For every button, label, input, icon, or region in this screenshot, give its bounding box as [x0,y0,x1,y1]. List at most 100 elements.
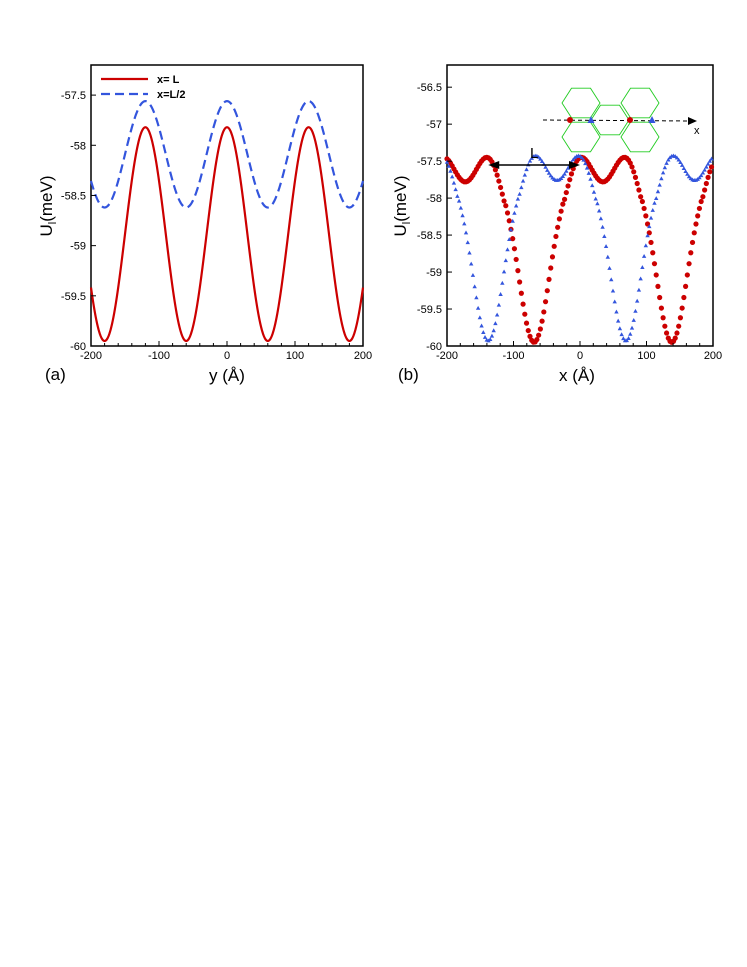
point-red [658,305,665,311]
point-blue [615,318,621,323]
y-axis-label-sub-a: l [47,222,59,224]
point-blue [545,167,550,172]
x-tick-label-a: 200 [354,350,372,362]
x-tick-label-a: -100 [148,350,170,362]
x-tick-label-b: -100 [502,350,524,362]
point-red [568,171,575,177]
point-blue [538,156,543,161]
point-blue [704,164,709,169]
point-blue [460,213,465,218]
point-blue [548,173,553,178]
point-red [696,205,703,212]
point-blue [458,205,464,210]
point-red [677,315,684,321]
point-blue [666,157,671,162]
point-red [663,330,670,336]
point-blue [546,170,552,175]
point-red [503,203,509,209]
point-blue [508,227,514,232]
point-red [551,243,557,249]
point-blue [543,164,548,169]
point-blue [474,295,479,300]
point-red [504,210,511,216]
point-red [534,336,540,343]
point-blue [560,174,566,179]
point-red [627,160,633,166]
period-label: L [530,145,538,162]
point-red [683,283,689,289]
point-blue [488,337,493,342]
ticks-a: -200 -100 0 100 200 -57.5 -58 -58.5 -59 -59.5 -60 [61,90,372,362]
point-blue [482,334,488,339]
honeycomb-cell [561,121,601,153]
panel-label-b: (b) [398,365,419,384]
y-tick-label-b: -56.5 [417,82,442,94]
point-blue [500,280,505,285]
point-red [496,178,502,184]
point-blue [626,336,631,340]
point-blue [507,237,512,242]
point-blue [614,309,619,314]
legend-label-a-0: x= L [157,74,180,86]
series-line-a-1 [89,100,365,209]
point-blue [641,253,647,258]
point-blue [470,272,476,277]
point-blue [469,261,474,266]
point-red [700,194,706,200]
y-axis-label-b: Ul(meV) [391,175,413,236]
point-red [646,230,652,236]
point-red [698,198,704,205]
point-blue [489,333,495,338]
point-blue [697,175,702,180]
point-blue [603,244,609,249]
point-red [650,250,656,256]
point-blue [595,201,600,206]
point-red [641,205,647,212]
point-blue [586,170,591,175]
point-blue [494,312,500,317]
y-tick-label-b: -59.5 [417,304,442,316]
point-red [707,169,713,175]
point-blue [686,174,692,179]
point-red [684,272,690,278]
point-blue [527,158,533,163]
point-red [555,224,561,230]
point-red [679,305,685,311]
x-tick-label-b: 0 [577,350,583,362]
x-tick-label-a: 100 [286,350,304,362]
inset-blue-site [648,116,656,123]
point-blue [448,168,453,173]
point-blue [512,210,517,215]
point-blue [571,157,576,162]
point-blue [705,161,711,166]
point-blue [515,196,521,201]
x-tick-label-b: 200 [704,350,722,362]
point-red [636,187,642,193]
y-axis-label-unit-a: (meV) [37,175,56,221]
point-red [634,180,640,187]
honeycomb-cell [620,121,660,153]
point-red [527,333,533,339]
point-blue [444,159,450,164]
point-blue [648,215,654,220]
point-blue [657,182,662,187]
point-blue [619,332,624,337]
plot-frame-a [90,64,364,347]
point-red [662,323,668,329]
point-red [542,299,549,305]
point-blue [463,230,469,235]
point-blue [655,189,661,194]
panel-label-a: (a) [45,365,66,384]
point-blue [612,299,617,304]
point-blue [496,302,502,307]
y-tick-label-a: -58 [70,140,86,152]
point-blue [681,166,687,170]
point-blue [628,331,633,336]
point-red [553,233,559,240]
point-blue [524,167,529,172]
point-red [513,256,519,263]
point-red [632,174,639,180]
inset-axis-line [542,119,691,122]
point-blue [633,308,638,313]
period-annotation: L [488,145,580,169]
